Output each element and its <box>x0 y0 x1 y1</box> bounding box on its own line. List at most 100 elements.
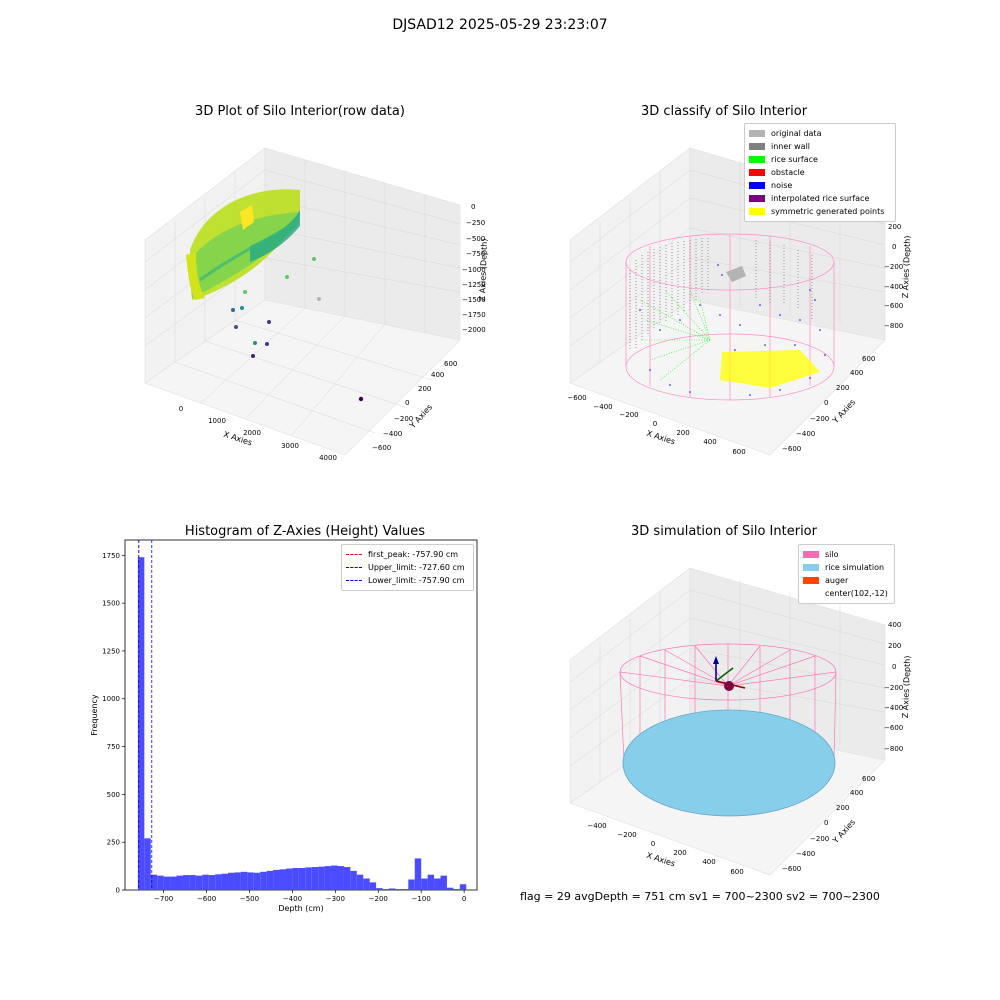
classify-x-ticks: −600 −400 −200 0 200 400 600 <box>567 394 745 456</box>
raw-data-surface <box>186 189 300 300</box>
legend-line <box>346 580 362 581</box>
raw-z-tick: −750 <box>466 250 485 258</box>
raw-z-tick: −250 <box>466 219 485 227</box>
histogram-bar <box>195 875 203 890</box>
histogram-x-tick-label: 0 <box>462 895 466 903</box>
histogram-y-label: Frequency <box>90 694 99 736</box>
classify-z-tick: 200 <box>888 223 901 231</box>
legend-label: rice surface <box>771 155 818 164</box>
histogram-bar <box>311 867 319 890</box>
histogram-bar <box>273 869 280 890</box>
histogram-y-tick-label: 1750 <box>102 552 120 560</box>
histogram-bar <box>298 868 306 890</box>
legend-swatch <box>803 590 819 597</box>
histogram-bar <box>137 557 145 890</box>
histogram-bar <box>189 875 196 890</box>
histogram-bar <box>382 889 389 890</box>
simulation-x-tick: 400 <box>702 858 715 866</box>
legend-swatch <box>749 130 765 137</box>
raw-z-tick: −2000 <box>462 326 486 334</box>
histogram-bar <box>459 884 467 890</box>
simulation-z-tick: −200 <box>884 684 903 692</box>
legend-item-silo: silo <box>803 548 890 561</box>
raw-y-tick: 400 <box>431 371 444 379</box>
classify-z-tick: −600 <box>884 302 903 310</box>
simulation-plot-title: 3D simulation of Silo Interior <box>631 524 817 539</box>
simulation-y-tick: 200 <box>836 804 849 812</box>
simulation-y-label: Y Axies <box>830 818 857 846</box>
histogram-y-ticks: 0 250 500 750 1000 1250 1500 1750 <box>102 552 125 895</box>
raw-x-ticks: 0 1000 2000 3000 4000 <box>179 405 337 462</box>
classify-legend: original data inner wall rice surface ob… <box>744 123 896 222</box>
simulation-legend: silo rice simulation auger center(102,-1… <box>798 544 895 604</box>
histogram-bar <box>215 874 222 890</box>
legend-label: silo <box>825 550 839 559</box>
raw-z-tick: −1750 <box>462 311 486 319</box>
legend-item-original-data: original data <box>749 127 891 140</box>
histogram-bar <box>369 882 377 890</box>
classify-y-tick: −600 <box>782 445 801 453</box>
histogram-bar <box>395 889 402 890</box>
simulation-y-tick: 600 <box>862 775 875 783</box>
legend-swatch <box>749 208 765 215</box>
legend-item-rice-simulation: rice simulation <box>803 561 890 574</box>
raw-x-tick: 1000 <box>208 417 226 425</box>
histogram-bar <box>176 875 183 890</box>
simulation-z-tick: −600 <box>884 724 903 732</box>
simulation-y-ticks: −600 −400 −200 0 200 400 600 <box>782 775 875 873</box>
legend-label: auger <box>825 576 849 585</box>
histogram-x-label: Depth (cm) <box>278 904 323 913</box>
legend-item-symmetric-generated-points: symmetric generated points <box>749 205 891 218</box>
simulation-gridlines <box>569 580 886 782</box>
simulation-z-ticks: 400 200 0 −200 −400 −600 −800 <box>884 621 903 753</box>
legend-label: symmetric generated points <box>771 207 885 216</box>
raw-x-tick: 2000 <box>243 429 261 437</box>
histogram-bar <box>170 876 177 890</box>
legend-item-lower-limit: Lower_limit: -757.90 cm <box>346 574 469 587</box>
classify-z-ticks: 200 0 −200 −400 −600 −800 <box>884 223 903 330</box>
histogram-bar <box>150 874 158 890</box>
raw-z-tick: 0 <box>471 203 475 211</box>
simulation-z-label: Z Axies (Depth) <box>901 655 912 718</box>
histogram-y-tick-label: 0 <box>116 887 120 895</box>
legend-swatch <box>803 564 819 571</box>
histogram-bar <box>234 872 241 890</box>
histogram-bar <box>292 868 299 890</box>
classify-noise <box>639 264 826 396</box>
classify-x-tick: 600 <box>732 448 745 456</box>
histogram-x-ticks: −700 −600 −500 −400 −300 −200 −100 0 <box>154 890 466 903</box>
simulation-y-tick: −600 <box>782 865 801 873</box>
legend-label: Upper_limit: -727.60 cm <box>368 563 465 572</box>
histogram-x-tick-label: −400 <box>283 895 302 903</box>
histogram-bar <box>389 888 396 890</box>
classify-y-tick: −400 <box>796 430 815 438</box>
simulation-x-ticks: −400 −200 0 200 400 600 <box>587 822 743 876</box>
legend-line <box>346 554 362 555</box>
histogram-bar <box>182 875 190 890</box>
histogram-bar <box>350 870 357 890</box>
histogram-bar <box>253 872 261 890</box>
legend-swatch <box>749 182 765 189</box>
histogram-bar <box>356 874 364 890</box>
classify-symmetric-points <box>720 350 820 388</box>
raw-y-tick: −400 <box>383 430 402 438</box>
legend-item-obstacle: obstacle <box>749 166 891 179</box>
simulation-y-tick: −400 <box>796 850 815 858</box>
histogram-bar <box>427 874 435 890</box>
simulation-x-tick: 600 <box>730 868 743 876</box>
histogram-y-tick-label: 500 <box>107 791 120 799</box>
histogram-x-tick-label: −500 <box>240 895 259 903</box>
legend-label: obstacle <box>771 168 805 177</box>
legend-label: center(102,-12) <box>825 589 888 598</box>
histogram-bar <box>453 889 460 890</box>
legend-swatch <box>749 195 765 202</box>
classify-rice-surface <box>639 289 711 381</box>
raw-z-label: Z Axies (Depth) <box>478 238 489 301</box>
simulation-y-tick: 0 <box>824 819 828 827</box>
raw-x-tick: 4000 <box>319 454 337 462</box>
raw-y-tick: 200 <box>418 385 431 393</box>
histogram-y-tick-label: 1250 <box>102 647 120 655</box>
legend-swatch <box>749 143 765 150</box>
classify-x-tick: 400 <box>703 438 716 446</box>
